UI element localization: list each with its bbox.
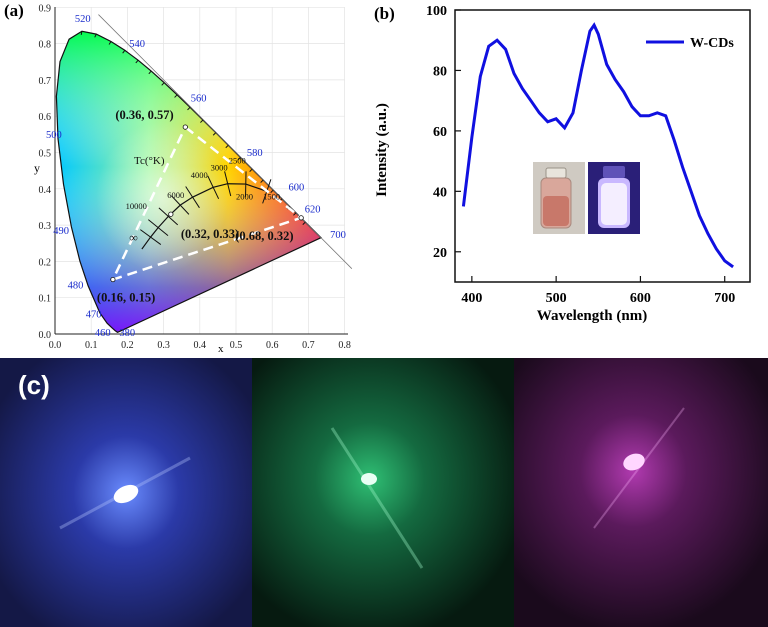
wavelength-label: 520 (75, 14, 91, 25)
cie-x-axis-label: x (218, 343, 224, 355)
spectrum-x-tick: 500 (546, 291, 567, 306)
series-line-w-cds (461, 22, 734, 269)
cie-point-label: (0.36, 0.57) (115, 108, 173, 122)
photo-pink-led (514, 358, 768, 627)
wavelength-label: 580 (247, 148, 263, 159)
spectrum-y-tick: 80 (433, 64, 447, 79)
wavelength-label: 490 (53, 226, 69, 237)
wavelength-label: 700 (330, 230, 346, 241)
cct-label: 4000 (191, 170, 208, 180)
vial-photo-daylight (533, 162, 585, 234)
cct-label: 2500 (229, 155, 246, 165)
cie-x-tick: 0.6 (266, 340, 279, 351)
panel-c-tag: (c) (18, 370, 50, 400)
panel-b-tag: (b) (374, 4, 395, 23)
wavelength-label: 560 (191, 94, 207, 105)
legend-label: W-CDs (690, 36, 734, 51)
cct-axis-label: Tc(°K) (134, 155, 165, 167)
cie-point (168, 211, 174, 217)
cct-label: ∞ (129, 230, 138, 244)
cie-x-tick: 0.3 (157, 340, 170, 351)
spectrum-x-axis-label: Wavelength (nm) (537, 308, 647, 324)
wavelength-label: 500 (46, 130, 62, 141)
locus-ticks (80, 31, 306, 226)
cie-axes (54, 7, 348, 335)
cie-point-label: (0.32, 0.33) (181, 227, 239, 241)
spectrum-x-tick: 700 (714, 291, 735, 306)
spectrum-y-tick: 40 (433, 185, 447, 200)
cct-label: 10000 (126, 201, 147, 211)
vial-photo-uv (588, 162, 640, 234)
cie-y-tick-labels: 0.0 0.1 0.2 0.3 0.4 0.5 0.6 0.7 0.8 0.9 (39, 3, 52, 341)
wavelength-label: 600 (288, 183, 304, 194)
cie-y-tick: 0.3 (39, 221, 52, 232)
wavelength-label: 460 (95, 328, 111, 339)
cie-x-tick: 0.4 (194, 340, 207, 351)
wavelength-label: 480 (68, 281, 84, 292)
planckian-locus (141, 183, 267, 250)
cie-y-tick: 0.8 (39, 40, 52, 51)
cie-y-tick: 0.0 (39, 330, 52, 341)
spectrum-x-tick: 400 (461, 291, 482, 306)
spectral-locus-white-region (56, 31, 322, 333)
cie-chromaticity-diagram: (0.36, 0.57) (0.32, 0.33)(0.68, 0.32) (0.1… (4, 1, 353, 355)
cie-y-tick: 0.2 (39, 257, 52, 268)
cie-point (298, 215, 304, 221)
cie-points: (0.36, 0.57) (0.32, 0.33)(0.68, 0.32) (0.1… (97, 108, 304, 305)
cie-x-tick-labels: 0.0 0.1 0.2 0.3 0.4 0.5 0.6 0.7 0.8 (49, 340, 351, 351)
wavelength-label: 380 (119, 328, 135, 339)
photo-blue-led (0, 358, 252, 627)
cct-label: 3000 (211, 163, 228, 173)
diagonal-reference-line (98, 14, 353, 269)
led-photographs: (c) (0, 358, 768, 627)
cie-y-tick: 0.5 (39, 149, 52, 160)
cct-label: 2000 (236, 192, 253, 202)
cct-label: 1500 (263, 192, 280, 202)
wavelength-label: 470 (86, 310, 102, 321)
spectrum-x-tick-labels: 400 500 600 700 (461, 291, 735, 306)
cie-y-axis-label: y (34, 161, 40, 175)
spectrum-axes (454, 9, 751, 283)
cie-x-tick: 0.2 (121, 340, 134, 351)
cie-y-tick: 0.9 (39, 3, 52, 14)
cie-point (110, 276, 116, 283)
spectrum-y-axis-label: Intensity (a.u.) (374, 103, 390, 197)
spectrum-y-tick: 100 (426, 4, 447, 19)
cie-x-tick: 0.0 (49, 340, 62, 351)
cie-x-tick: 0.5 (230, 340, 243, 351)
photo-green-led (252, 358, 514, 627)
wavelength-label: 620 (305, 204, 321, 215)
spectrum-x-tick: 600 (630, 291, 651, 306)
spectrum-y-tick-labels: 20 40 60 80 100 (426, 4, 447, 261)
panel-a-tag: (a) (4, 1, 24, 20)
spectrum-y-tick: 20 (433, 246, 447, 261)
cct-label: 6000 (167, 190, 184, 200)
cie-point-label: (0.68, 0.32) (235, 229, 293, 243)
cie-point (182, 124, 188, 130)
cie-y-tick: 0.7 (39, 76, 52, 87)
cie-x-tick: 0.7 (302, 340, 315, 351)
isotherm-lines (140, 171, 272, 245)
emission-spectrum-chart: 400 500 600 700 20 40 60 80 100 Wavelength (nm)… (374, 4, 751, 324)
gamut-triangle (110, 125, 304, 282)
wavelength-label: 540 (129, 39, 145, 50)
spectrum-y-tick: 60 (433, 125, 447, 140)
cie-y-tick: 0.6 (39, 112, 52, 123)
cie-y-tick: 0.4 (39, 185, 52, 196)
cie-x-tick: 0.1 (85, 340, 98, 351)
cie-point-label: (0.16, 0.15) (97, 291, 155, 305)
cie-y-tick: 0.1 (39, 294, 52, 305)
cie-x-tick: 0.8 (338, 340, 351, 351)
